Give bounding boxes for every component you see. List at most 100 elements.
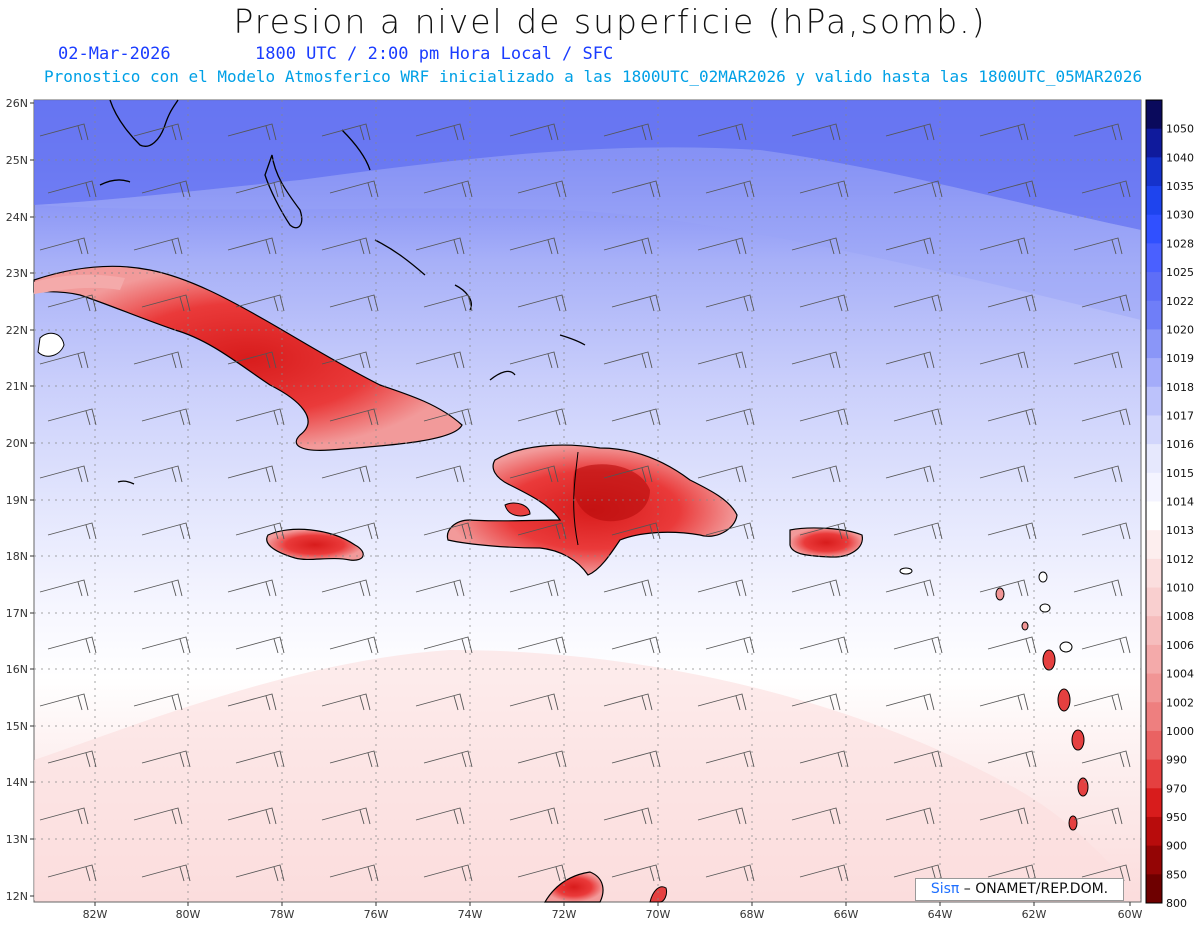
wind-barb <box>1073 465 1123 483</box>
colorbar-label-950: 950 <box>1166 811 1187 824</box>
colorbar-label-1013: 1013 <box>1166 524 1194 537</box>
wind-barb <box>987 750 1037 768</box>
wind-barb <box>509 807 559 825</box>
wind-barb <box>705 636 755 654</box>
lat-label-12N: 12N <box>6 890 28 903</box>
lon-label-68W: 68W <box>740 908 765 921</box>
lat-label-16N: 16N <box>6 663 28 676</box>
colorbar-swatch <box>1146 788 1162 818</box>
lon-label-62W: 62W <box>1022 908 1047 921</box>
wind-barb <box>705 864 755 882</box>
colorbar-label-1025: 1025 <box>1166 266 1194 279</box>
wind-barb <box>799 864 849 882</box>
wind-barb <box>235 180 285 198</box>
wind-barb <box>509 237 559 255</box>
wind-barb <box>791 465 841 483</box>
wind-barb <box>987 180 1037 198</box>
lon-label-74W: 74W <box>458 908 483 921</box>
wind-barb <box>517 522 567 540</box>
south-america-coast <box>543 871 604 903</box>
wind-barb <box>517 180 567 198</box>
wind-barb <box>235 294 285 312</box>
jamaica-island <box>266 528 364 561</box>
colorbar-label-1004: 1004 <box>1166 668 1194 681</box>
wind-barb <box>47 180 97 198</box>
wind-barb <box>885 237 935 255</box>
wind-barb <box>791 807 841 825</box>
wind-barb <box>517 864 567 882</box>
wind-barb <box>329 750 379 768</box>
wind-barb <box>697 579 747 597</box>
chart-title: Presion a nivel de superficie (hPa,somb.… <box>233 2 987 41</box>
wind-barb <box>517 636 567 654</box>
wind-barb <box>39 807 89 825</box>
wind-barb <box>235 636 285 654</box>
colorbar-swatch <box>1146 816 1162 847</box>
wind-barb <box>893 180 943 198</box>
colorbar-label-800: 800 <box>1166 897 1187 910</box>
wind-barb <box>415 351 465 369</box>
wind-barb <box>697 693 747 711</box>
wind-barb <box>1073 579 1123 597</box>
colorbar-swatch <box>1146 845 1162 875</box>
wind-barb <box>227 465 277 483</box>
wind-barb <box>415 465 465 483</box>
wind-barb <box>893 750 943 768</box>
wind-barb <box>329 408 379 426</box>
colorbar-label-1012: 1012 <box>1166 553 1194 566</box>
wind-barb <box>415 693 465 711</box>
wind-barb <box>611 636 661 654</box>
wind-barb <box>1081 522 1131 540</box>
colorbar-label-1000: 1000 <box>1166 725 1194 738</box>
wind-barb <box>141 750 191 768</box>
wind-barb <box>39 465 89 483</box>
wind-barb <box>141 636 191 654</box>
longitude-labels: 82W 80W 78W 76W 74W 72W 70W 68W 66W 64W 62W 60W <box>83 902 1143 921</box>
wind-barb <box>39 123 89 141</box>
wind-barb <box>329 864 379 882</box>
lat-label-25N: 25N <box>6 154 28 167</box>
wind-barb <box>893 522 943 540</box>
wind-barb <box>235 750 285 768</box>
wind-barb <box>47 636 97 654</box>
colorbar-label-1014: 1014 <box>1166 496 1194 509</box>
colorbar-swatch <box>1146 415 1162 445</box>
colorbar-swatch <box>1146 128 1162 158</box>
colorbar-swatch <box>1146 329 1162 359</box>
wind-barb <box>987 294 1037 312</box>
high-pressure-band <box>34 100 1141 230</box>
colorbar-swatch <box>1146 616 1162 646</box>
forecast-info: Pronostico con el Modelo Atmosferico WRF… <box>44 67 1143 86</box>
wind-barb <box>697 237 747 255</box>
colorbar-swatch <box>1146 702 1162 732</box>
hispaniola-center <box>572 464 650 522</box>
colorbar-label-1015: 1015 <box>1166 467 1194 480</box>
time-info: 1800 UTC / 2:00 pm Hora Local / SFC <box>255 44 614 64</box>
wind-barb <box>1081 636 1131 654</box>
lat-label-13N: 13N <box>6 833 28 846</box>
colorbar-swatch <box>1146 272 1162 302</box>
wind-barb <box>321 807 371 825</box>
wind-barb <box>1073 807 1123 825</box>
wind-barb <box>133 579 183 597</box>
colorbar-swatch <box>1146 243 1162 273</box>
wind-barb <box>697 465 747 483</box>
wind-barb <box>47 522 97 540</box>
colorbar-label-1008: 1008 <box>1166 610 1194 623</box>
wind-barb <box>1073 123 1123 141</box>
wind-barb <box>791 237 841 255</box>
lon-label-64W: 64W <box>928 908 953 921</box>
wind-barb <box>321 237 371 255</box>
wind-barb <box>1073 351 1123 369</box>
wind-barb <box>603 579 653 597</box>
lat-label-20N: 20N <box>6 437 28 450</box>
wind-barb <box>885 807 935 825</box>
colorbar-swatch <box>1146 300 1162 330</box>
colorbar-swatch <box>1146 874 1162 904</box>
isla-juventud <box>37 332 65 357</box>
colorbar-swatch <box>1146 100 1162 130</box>
wind-barb <box>885 123 935 141</box>
lat-label-23N: 23N <box>6 267 28 280</box>
wind-barb <box>235 408 285 426</box>
wind-barb <box>423 750 473 768</box>
